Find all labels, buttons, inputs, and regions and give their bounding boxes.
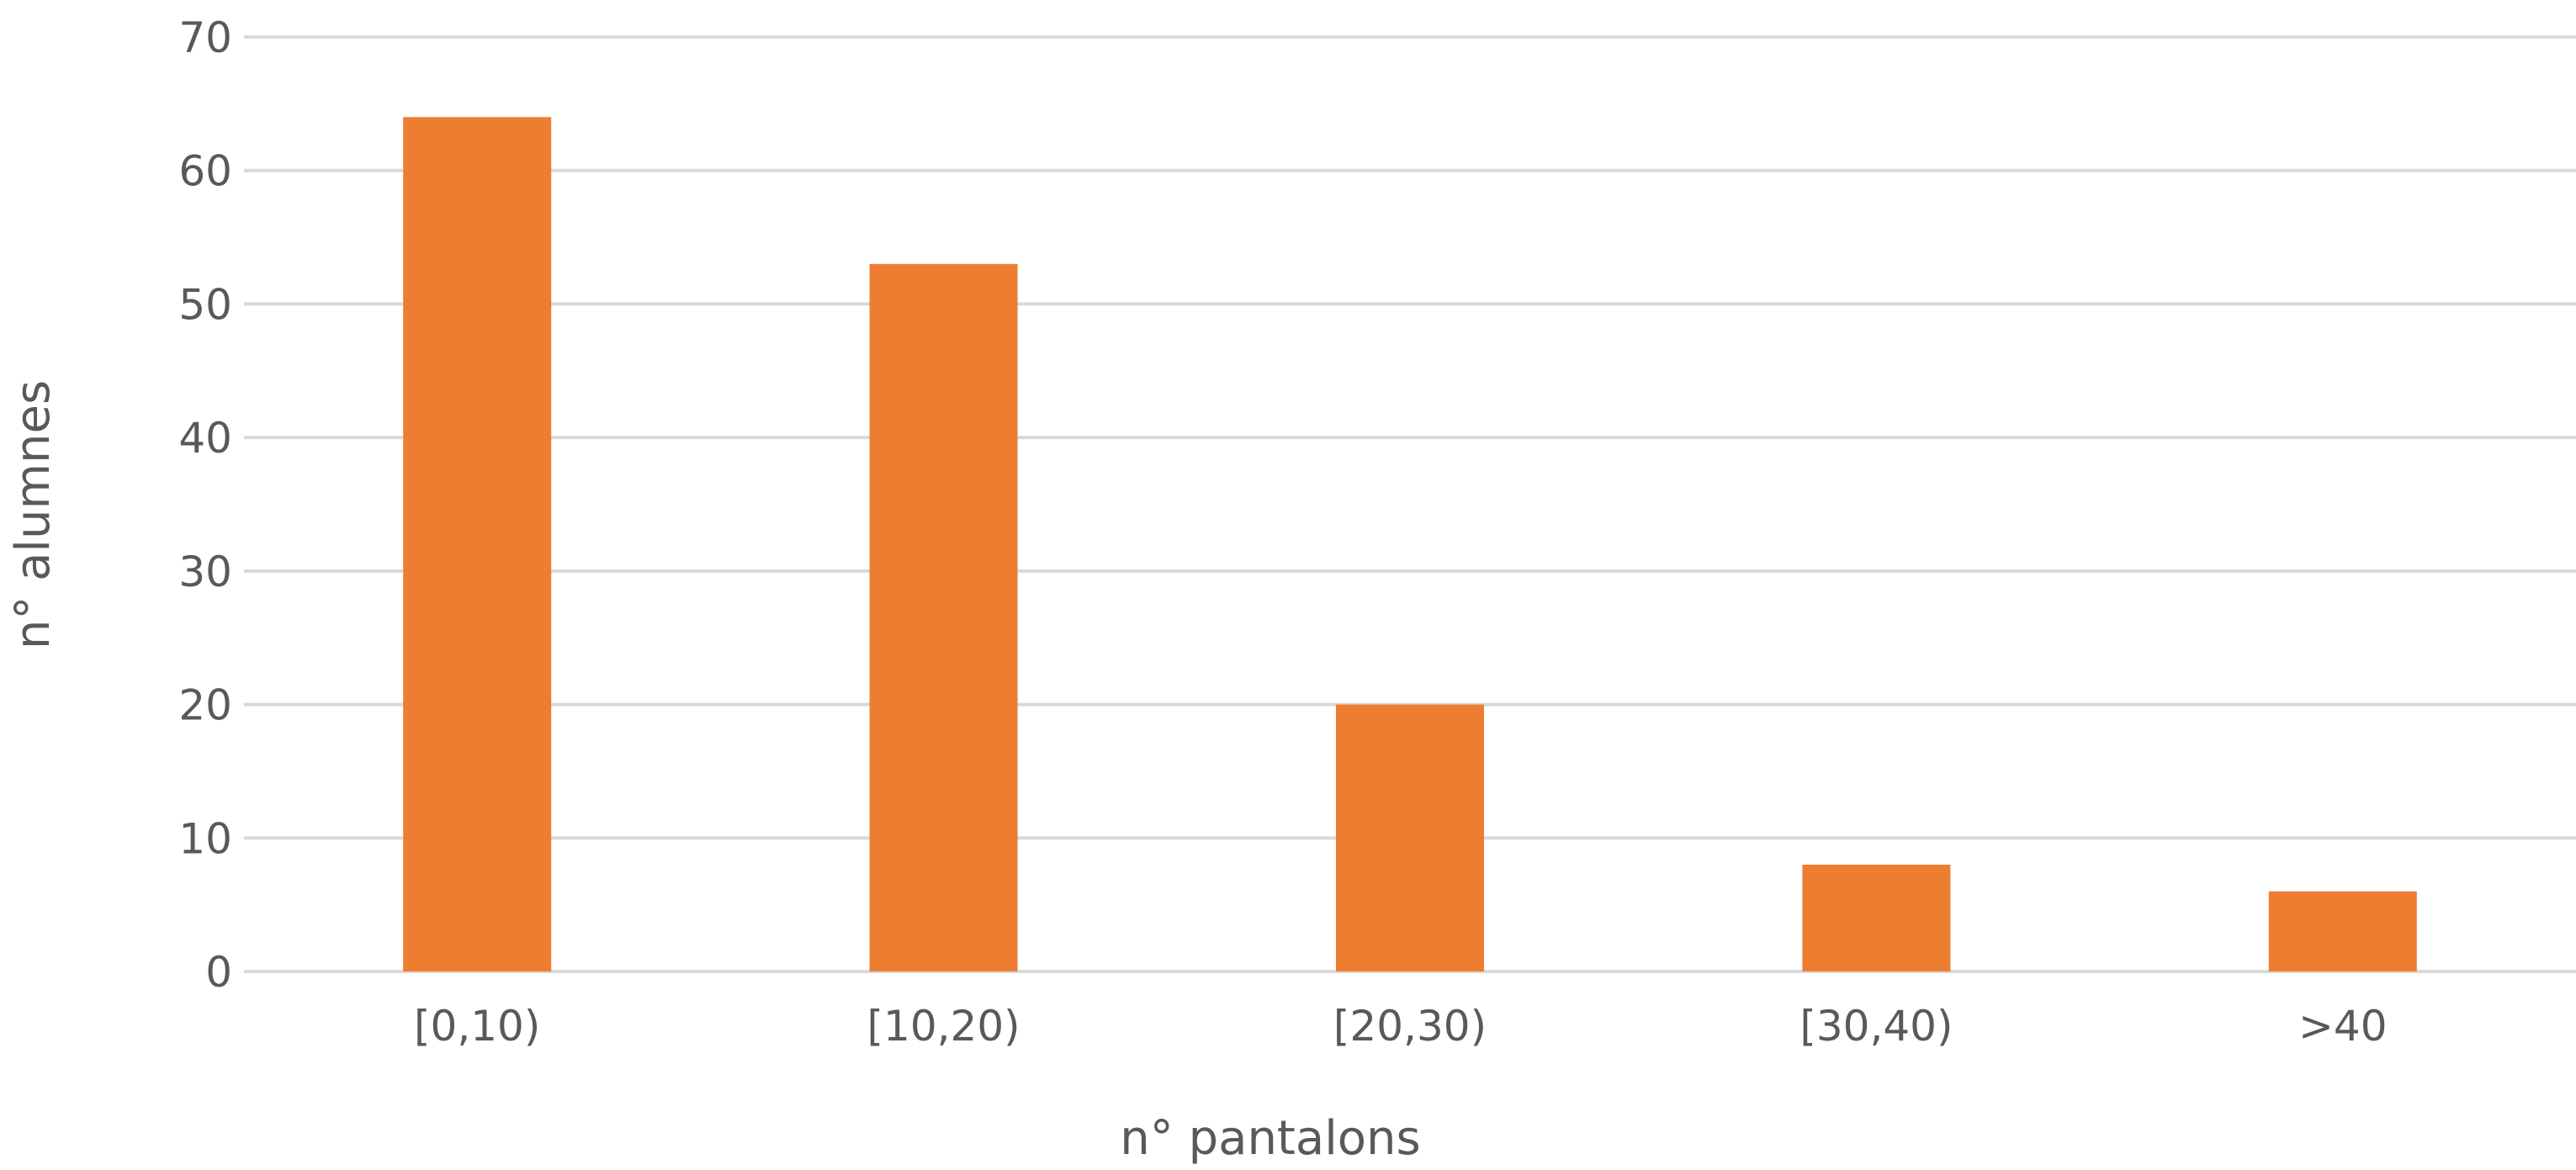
- x-axis-ticks: [0,10) [10,20) [20,30) [30,40) >40: [414, 1002, 2388, 1051]
- x-tick-label: [0,10): [414, 1002, 540, 1051]
- y-tick-label: 50: [178, 280, 232, 329]
- y-tick-label: 10: [178, 814, 232, 863]
- bar: [869, 263, 1018, 971]
- y-tick-label: 0: [205, 948, 232, 997]
- x-tick-label: [30,40): [1799, 1002, 1953, 1051]
- y-tick-label: 30: [178, 548, 232, 596]
- x-tick-label: [20,30): [1333, 1002, 1487, 1051]
- y-tick-label: 20: [178, 681, 232, 730]
- bar: [1802, 865, 1951, 971]
- bar: [1336, 704, 1484, 971]
- y-axis-ticks: 0 10 20 30 40 50 60 70: [178, 13, 232, 997]
- x-axis-title: n° pantalons: [1120, 1111, 1420, 1166]
- y-axis-title: n° alumnes: [6, 380, 61, 649]
- y-tick-label: 70: [178, 13, 232, 62]
- bars: [403, 117, 2417, 971]
- bar: [403, 117, 552, 971]
- x-tick-label: >40: [2298, 1002, 2388, 1051]
- y-tick-label: 40: [178, 414, 232, 463]
- bar: [2268, 891, 2417, 971]
- x-tick-label: [10,20): [867, 1002, 1020, 1051]
- y-tick-label: 60: [178, 147, 232, 196]
